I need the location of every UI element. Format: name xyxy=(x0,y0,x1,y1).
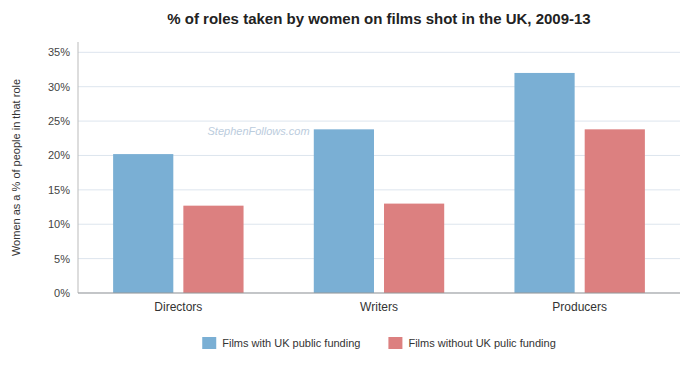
legend-swatch xyxy=(202,337,216,349)
legend-label: Films without UK pulic funding xyxy=(408,337,555,349)
grid-line xyxy=(78,52,680,53)
y-tick-label: 35% xyxy=(48,46,70,58)
bar xyxy=(585,129,645,293)
y-tick-label: 20% xyxy=(48,149,70,161)
bar xyxy=(314,129,374,293)
y-tick-label: 5% xyxy=(54,253,70,265)
y-tick-label: 10% xyxy=(48,218,70,230)
legend-swatch xyxy=(388,337,402,349)
x-tick-label: Writers xyxy=(360,300,398,314)
chart: 0% 5% 10% 15% 20% 25% 30% 35% Directors Writers Pr… xyxy=(0,0,700,365)
y-tick-label: 0% xyxy=(54,287,70,299)
y-tick-label: 25% xyxy=(48,115,70,127)
bar xyxy=(514,73,574,293)
title: % of roles taken by women on films shot … xyxy=(167,10,590,27)
y-axis-label: Women as a % of people in that role xyxy=(10,79,22,256)
watermark: StephenFollows.com xyxy=(208,125,310,137)
legend-item: Films with UK public funding xyxy=(202,337,360,349)
bar xyxy=(183,206,243,293)
bars xyxy=(113,73,645,293)
grid-line xyxy=(78,293,680,294)
bar xyxy=(113,154,173,293)
grid-line xyxy=(78,121,680,122)
grid-line xyxy=(78,86,680,87)
x-tick-label: Producers xyxy=(552,300,607,314)
y-axis-line xyxy=(78,42,79,293)
x-axis-line xyxy=(78,293,680,294)
legend-item: Films without UK pulic funding xyxy=(388,337,555,349)
y-tick-label: 30% xyxy=(48,81,70,93)
legend: Films with UK public funding Films withou… xyxy=(202,337,556,349)
x-tick-label: Directors xyxy=(154,300,202,314)
legend-label: Films with UK public funding xyxy=(222,337,360,349)
y-axis: 0% 5% 10% 15% 20% 25% 30% 35% xyxy=(48,46,680,299)
bar xyxy=(384,204,444,293)
y-tick-label: 15% xyxy=(48,184,70,196)
